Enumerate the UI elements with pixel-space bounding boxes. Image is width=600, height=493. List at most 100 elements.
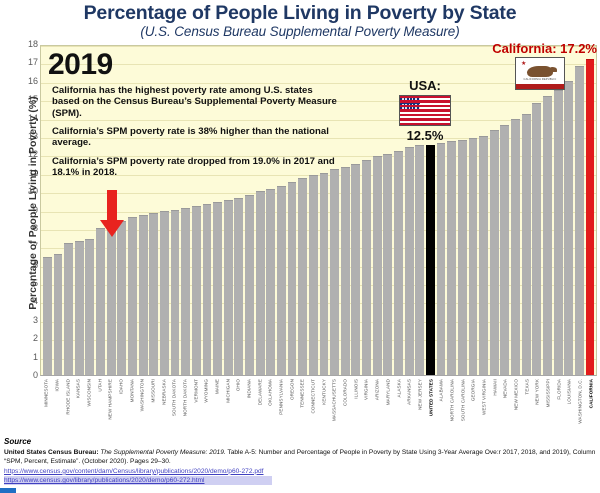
bar-louisiana — [564, 80, 574, 375]
x-tick-label: HAWAII — [492, 379, 498, 396]
california-headline: California: 17.2% — [492, 41, 597, 56]
x-tick-label: WEST VIRGINIA — [481, 379, 487, 415]
us-flag-star — [411, 107, 414, 109]
bar-mississippi — [543, 95, 552, 375]
gridline — [41, 248, 596, 250]
x-tick-cell: MAINE — [213, 377, 222, 439]
gridline — [41, 340, 596, 342]
x-tick-label: NEW MEXICO — [513, 379, 519, 411]
x-tick-label: NORTH CAROLINA — [449, 379, 455, 422]
bar-north-dakota — [181, 207, 191, 375]
source-heading: Source — [4, 437, 32, 446]
bar-series — [41, 46, 596, 375]
x-tick-cell: VERMONT — [191, 377, 200, 439]
us-flag-stripe — [400, 113, 450, 117]
x-tick-label: TENNESSEE — [299, 379, 305, 408]
x-tick-cell: NEW HAMPSHIRE — [106, 377, 115, 439]
us-flag-star — [418, 104, 421, 106]
y-tick-label: 15 — [27, 94, 38, 105]
y-tick-label: 8 — [32, 222, 38, 233]
x-tick-label: ARKANSAS — [406, 379, 412, 405]
us-flag-star — [408, 98, 411, 100]
bar-ohio — [234, 198, 244, 375]
gridline — [41, 64, 596, 66]
x-tick-label: RHODE ISLAND — [65, 379, 71, 415]
y-axis-title: Percentage of People Living in Poverty (… — [27, 96, 39, 310]
gridline — [41, 156, 596, 158]
us-flag-star — [405, 107, 407, 109]
x-tick-label: WASHINGTON, D.C. — [577, 379, 583, 424]
year-callout: 2019 — [48, 48, 113, 81]
y-tick-label: 11 — [28, 167, 38, 178]
bar-minnesota — [42, 257, 52, 375]
us-flag-star — [411, 98, 414, 100]
x-tick-label: CONNECTICUT — [310, 379, 316, 414]
x-tick-label: NEW YORK — [534, 379, 540, 405]
y-tick-label: 9 — [32, 204, 38, 215]
ca-flag-text: CALIFORNIA REPUBLIC — [523, 78, 557, 81]
bar-alaska — [394, 150, 403, 375]
bar-connecticut — [308, 174, 318, 375]
us-flag-star — [402, 98, 404, 100]
us-flag-stripe — [400, 100, 450, 103]
x-tick-cell: IDAHO — [117, 377, 126, 439]
x-tick-cell: NEW YORK — [533, 377, 542, 439]
page-subtitle: (U.S. Census Bureau Supplemental Poverty… — [140, 24, 460, 39]
x-tick-cell: NEVADA — [501, 377, 510, 439]
x-tick-label: IOWA — [54, 379, 60, 392]
bar-south-dakota — [170, 209, 180, 375]
x-axis-labels: MINNESOTA IOWA RHODE ISLAND KANSAS WISCONSIN… — [40, 377, 597, 439]
bar-washington-d-c- — [574, 66, 584, 375]
source-link-pdf[interactable]: https://www.census.gov/content/dam/Censu… — [4, 467, 264, 475]
y-tick-label: 6 — [32, 259, 38, 270]
source-link-html[interactable]: https://www.census.gov/library/publicati… — [4, 476, 272, 486]
x-tick-cell: UTAH — [95, 377, 104, 439]
y-tick-label: 16 — [27, 75, 38, 86]
ca-flag-star-icon: ★ — [521, 61, 527, 67]
x-tick-label: OKLAHOMA — [267, 379, 273, 406]
annotation-bullet-3: California’s SPM poverty rate dropped fr… — [52, 155, 335, 178]
bar-iowa — [53, 253, 63, 375]
x-tick-label: MICHIGAN — [225, 379, 231, 403]
bar-new-jersey — [415, 145, 425, 375]
x-tick-label: SOUTH CAROLINA — [460, 379, 466, 422]
y-tick-label: 17 — [27, 57, 38, 68]
x-tick-cell: OHIO — [234, 377, 243, 439]
gridline — [41, 321, 596, 323]
gridline — [41, 82, 596, 84]
bar-new-mexico — [511, 119, 520, 375]
x-tick-label: INDIANA — [246, 379, 252, 399]
x-tick-label: MINNESOTA — [43, 379, 49, 407]
gridline — [41, 358, 596, 360]
x-tick-label: NEVADA — [502, 379, 508, 399]
us-flag-star — [415, 104, 417, 106]
gridline — [41, 285, 596, 287]
x-tick-cell: TEXAS — [522, 377, 531, 439]
bar-west-virginia — [479, 135, 489, 375]
us-flag-stripe — [400, 96, 450, 99]
bar-oregon — [287, 181, 297, 375]
x-tick-cell: KENTUCKY — [319, 377, 328, 439]
x-tick-cell: WYOMING — [202, 377, 211, 439]
x-tick-cell: MASSACHUSETTS — [330, 377, 339, 439]
bar-south-carolina — [457, 139, 467, 375]
bar-tennessee — [298, 178, 308, 375]
x-tick-cell: CALIFORNIA — [586, 377, 595, 439]
y-tick-label: 14 — [27, 112, 38, 123]
x-tick-label: ARIZONA — [374, 379, 380, 401]
gridline — [41, 101, 596, 103]
bar-georgia — [468, 137, 478, 375]
x-tick-label: UTAH — [97, 379, 103, 392]
x-tick-cell: PENNSYLVANIA — [277, 377, 286, 439]
x-tick-label: MONTANA — [129, 379, 135, 403]
bar-north-carolina — [447, 141, 457, 375]
us-flag-star — [418, 107, 421, 109]
bar-wyoming — [202, 203, 212, 375]
x-tick-label: IDAHO — [118, 379, 124, 395]
gridline — [41, 137, 596, 139]
bar-massachusetts — [330, 169, 340, 375]
y-tick-label: 0 — [32, 370, 38, 380]
us-flag-star — [415, 98, 417, 100]
bar-kansas — [74, 240, 84, 375]
